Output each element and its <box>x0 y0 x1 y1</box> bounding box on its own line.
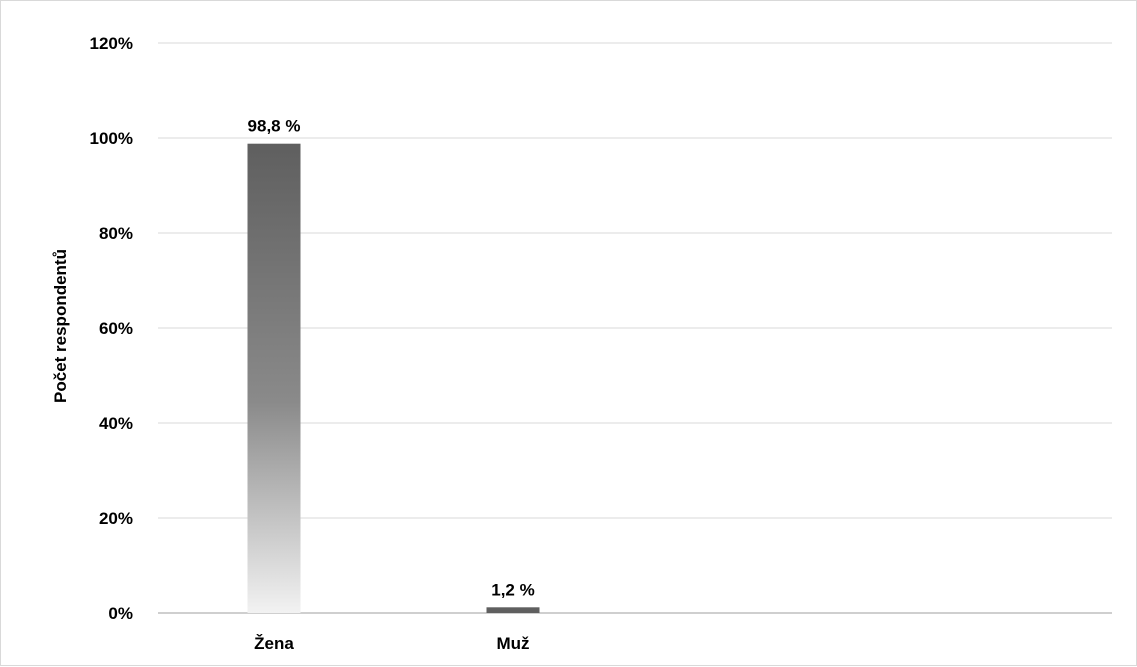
data-label: 98,8 % <box>248 117 301 136</box>
gridlines <box>158 42 1112 614</box>
bar-0 <box>247 143 301 613</box>
y-tick-label: 80% <box>99 224 133 243</box>
y-tick-label: 120% <box>90 34 133 53</box>
data-label: 1,2 % <box>491 580 534 599</box>
x-category-label: Muž <box>496 634 529 653</box>
y-tick-label: 100% <box>90 129 133 148</box>
x-category-label: Žena <box>254 634 294 653</box>
data-labels: 98,8 % 1,2 % <box>248 117 535 600</box>
bars <box>247 143 540 613</box>
y-tick-label: 20% <box>99 509 133 528</box>
y-tick-label: 0% <box>108 604 133 623</box>
y-tick-label: 40% <box>99 414 133 433</box>
y-tick-label: 60% <box>99 319 133 338</box>
y-axis-ticks: 0% 20% 40% 60% 80% 100% 120% <box>90 34 133 623</box>
x-axis-categories: Žena Muž <box>254 634 529 653</box>
bar-1 <box>486 607 540 613</box>
y-axis-title: Počet respondentů <box>51 249 70 403</box>
